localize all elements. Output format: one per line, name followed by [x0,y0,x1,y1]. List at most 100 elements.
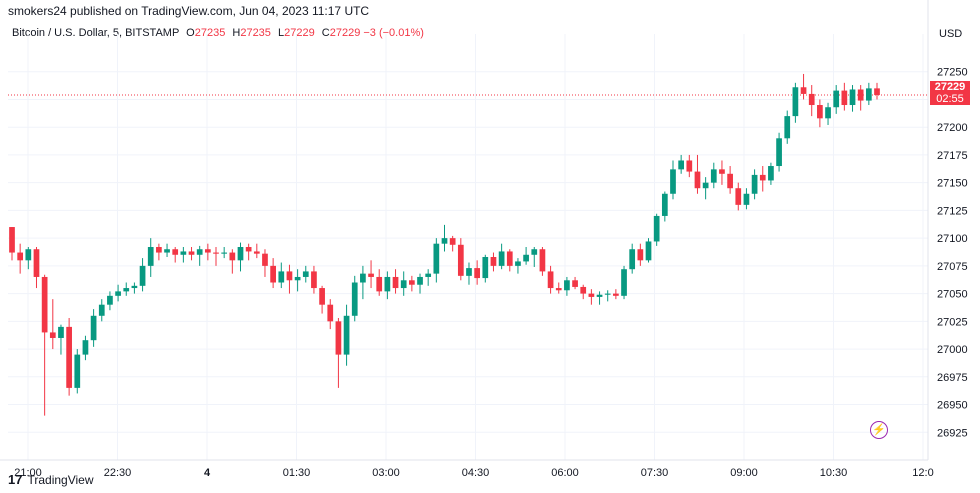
candle-body [360,273,366,283]
brand-name: TradingView [27,472,94,487]
last-price-value: 27229 [934,81,966,93]
candle-body [270,265,276,283]
candle-body [327,304,334,322]
footer-branding: 17 TradingView [8,472,94,487]
candle-body [49,332,56,338]
candle-body [490,256,497,266]
candle-body [384,276,391,292]
candle-body [368,273,374,277]
candle-body [515,261,521,266]
symbol-title: Bitcoin / U.S. Dollar, 5, BITSTAMP [12,27,180,39]
candle-body [74,354,81,388]
candle-body [286,271,293,281]
candle-body [213,252,219,254]
candle-body [123,288,130,292]
low-value: 27229 [284,27,315,39]
candle-body [90,315,97,341]
candle-body [294,276,301,281]
candle-body [572,280,578,287]
candle-body [466,268,472,276]
candle-body [800,87,807,94]
x-tick-label: 10:30 [820,467,848,479]
publisher-caption: smokers24 published on TradingView.com, … [8,4,370,18]
candle-body [351,282,358,316]
x-tick-label: 07:30 [641,467,669,479]
candle-body [825,107,831,119]
candle-body [253,251,260,254]
candle-body [621,269,627,296]
candle-body [115,291,121,296]
candle-body [188,251,195,255]
candle-body [482,256,489,279]
candle-body [743,193,750,205]
candle-body [9,227,15,253]
x-tick-label: 21:00 [14,467,42,479]
candle-body [817,105,823,119]
candle-body [735,188,742,205]
candle-body [613,293,619,296]
bar-countdown: 02:55 [936,93,964,105]
y-tick-label: 27125 [937,205,968,217]
close-label: C [321,27,330,39]
candle-body [653,215,660,242]
low-label: L [277,27,285,39]
candle-body [66,326,72,388]
candle-body [204,249,211,253]
candle-body [710,169,717,183]
candle-body [702,182,709,189]
candle-body [156,247,162,253]
candle-body [376,276,383,292]
y-tick-label: 26950 [937,400,968,412]
candle-body [449,238,456,245]
candle-body [661,193,668,216]
candle-body [670,169,676,194]
x-tick-label: 09:00 [730,467,758,479]
x-tick-label: 22:30 [104,467,132,479]
candle-body [523,254,529,262]
candle-body [180,251,187,255]
candle-body [311,271,317,289]
candle-body [139,265,146,286]
candle-body [857,89,864,101]
y-tick-label: 27000 [937,344,968,356]
candle-body [107,295,113,305]
candle-body [727,173,733,189]
y-tick-label: 27200 [937,122,968,134]
candle-body [498,251,505,266]
candle-body [776,138,782,167]
candle-body [41,276,48,333]
y-tick-label: 27025 [937,316,968,328]
close-value: 27229 [329,27,361,39]
candle-body [319,288,325,305]
candle-body [457,244,464,276]
y-tick-label: 27250 [937,67,968,79]
candle-body [425,273,432,277]
candle-body [229,252,236,261]
change-value: −3 (−0.01%) [363,27,424,39]
high-label: H [232,27,241,39]
candle-body [17,252,24,261]
tradingview-logo-icon: 17 [8,472,23,487]
currency-label: USD [939,28,962,40]
candle-body [751,174,758,194]
candle-body [604,293,611,295]
candle-body [564,280,570,291]
candle-body [245,247,252,252]
lightning-icon[interactable]: ⚡ [870,421,888,439]
candle-body [768,166,774,181]
candle-body [221,252,228,254]
candle-body [555,288,562,291]
open-value: 27235 [194,27,226,39]
candle-body [539,249,546,272]
candle-body [441,238,448,244]
candle-body [629,249,636,270]
candle-body [147,247,154,266]
high-value: 27235 [240,27,271,39]
candle-body [784,116,791,139]
candle-body [164,249,170,253]
x-tick-label: 4 [204,467,211,479]
candle-body [588,293,595,297]
x-tick-label: 12:0 [912,467,933,479]
candle-body [474,268,480,279]
